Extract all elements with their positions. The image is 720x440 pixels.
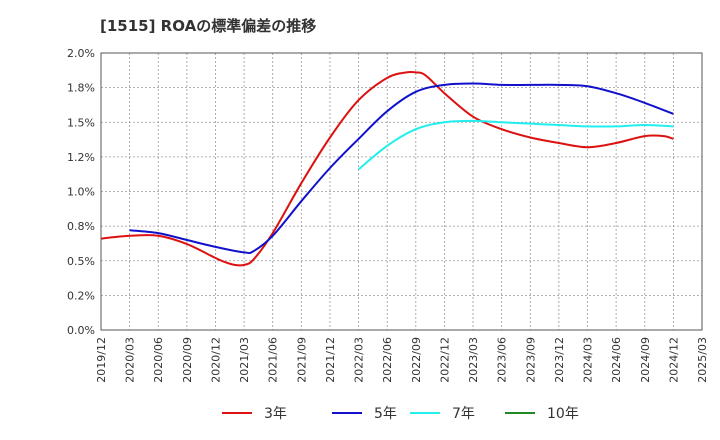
x-tick-label: 2022/12 xyxy=(438,337,451,383)
legend-label: 3年 xyxy=(264,406,287,422)
x-tick-label: 2024/12 xyxy=(667,337,680,383)
legend-label: 5年 xyxy=(374,406,397,422)
x-tick-label: 2020/12 xyxy=(209,337,222,383)
x-tick-label: 2022/09 xyxy=(410,337,423,383)
x-tick-label: 2020/09 xyxy=(181,337,194,383)
x-tick-label: 2023/12 xyxy=(553,337,566,383)
y-tick-label: 1.8% xyxy=(67,82,95,95)
x-tick-label: 2024/03 xyxy=(582,337,595,383)
series-line-2 xyxy=(129,82,674,255)
y-tick-label: 1.2% xyxy=(67,151,95,164)
x-tick-label: 2023/03 xyxy=(467,337,480,383)
x-tick-label: 2024/06 xyxy=(610,337,623,383)
x-tick-label: 2023/06 xyxy=(496,337,509,383)
y-tick-label: 0.2% xyxy=(67,289,95,302)
grid xyxy=(101,53,702,330)
y-tick-label: 0.0% xyxy=(67,324,95,337)
x-tick-label: 2020/03 xyxy=(124,337,137,383)
y-tick-label: 0.8% xyxy=(67,220,95,233)
y-tick-label: 2.0% xyxy=(67,47,95,60)
x-tick-label: 2021/06 xyxy=(267,337,280,383)
y-tick-label: 1.0% xyxy=(67,186,95,199)
x-tick-label: 2023/09 xyxy=(524,337,537,383)
chart-title: [1515] ROAの標準偏差の推移 xyxy=(100,17,316,35)
plot-border xyxy=(100,52,703,331)
y-tick-label: 1.5% xyxy=(67,116,95,129)
series-line-3 xyxy=(357,119,674,171)
x-tick-label: 2022/03 xyxy=(353,337,366,383)
legend: 3年 5年 7年 10年 xyxy=(222,406,579,422)
x-tick-label: 2021/09 xyxy=(295,337,308,383)
y-tick-label: 0.5% xyxy=(67,255,95,268)
x-tick-label: 2021/03 xyxy=(238,337,251,383)
x-tick-label: 2019/12 xyxy=(95,337,108,383)
series-line-1 xyxy=(100,70,674,267)
x-tick-label: 2021/12 xyxy=(324,337,337,383)
x-tick-label: 2024/09 xyxy=(639,337,652,383)
legend-label: 7年 xyxy=(452,406,475,422)
axes: 2019/12 2020/03 2020/06 2020/09 2020/12 2021/… xyxy=(67,47,709,383)
x-tick-label: 2025/03 xyxy=(696,337,709,383)
x-tick-label: 2020/06 xyxy=(152,337,165,383)
x-tick-label: 2022/06 xyxy=(381,337,394,383)
series-layer xyxy=(100,70,674,267)
legend-label: 10年 xyxy=(547,406,579,422)
